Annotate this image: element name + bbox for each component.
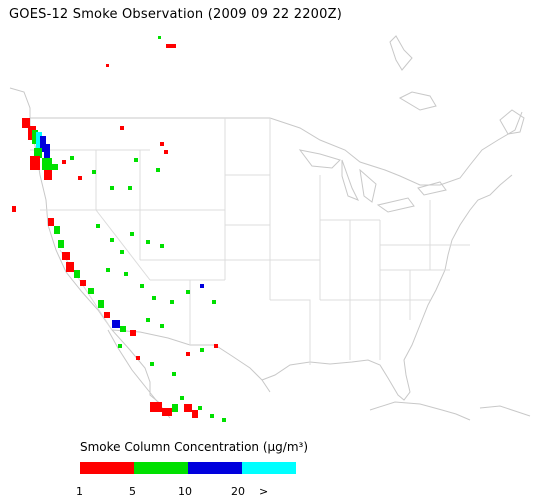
legend-bin-3 (188, 462, 242, 474)
smoke-map (9, 35, 531, 422)
legend-tick: 1 (76, 485, 83, 498)
legend-bin-1 (80, 462, 134, 474)
map-title: GOES-12 Smoke Observation (2009 09 22 22… (9, 7, 342, 22)
legend-bin-4 (242, 462, 296, 474)
legend-title: Smoke Column Concentration (μg/m³) (80, 440, 308, 454)
legend-tick: 5 (129, 485, 136, 498)
legend-tick: 20 (231, 485, 245, 498)
legend-tick: > (259, 485, 269, 498)
legend-bin-2 (134, 462, 188, 474)
smoke-pixels (12, 36, 226, 422)
coastline-and-borders (9, 35, 531, 421)
legend-tick: 10 (178, 485, 192, 498)
legend-color-bar (80, 462, 296, 474)
